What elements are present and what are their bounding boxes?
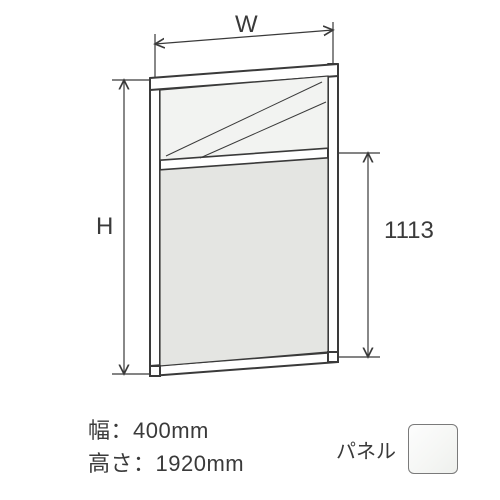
spec-width-row: 幅：400mm: [88, 414, 244, 447]
spec-height-row: 高さ：1920mm: [88, 447, 244, 480]
panel-label: パネル: [336, 435, 396, 464]
spec-height-label: 高さ：: [88, 451, 156, 476]
panel-color-swatch: [408, 424, 458, 474]
dim-label-W: W: [235, 11, 258, 38]
panel-swatch-block: パネル: [336, 424, 458, 474]
spec-height-value: 1920mm: [156, 451, 245, 476]
dim-label-1113: 1113: [384, 217, 434, 244]
diagram-stage: W H 1113 幅：400mm 高さ：1920mm パネル: [0, 0, 500, 500]
dim-label-H: H: [96, 213, 113, 240]
dimension-specs: 幅：400mm 高さ：1920mm: [88, 414, 244, 480]
spec-width-value: 400mm: [133, 418, 209, 443]
spec-width-label: 幅：: [88, 418, 133, 443]
lower-panel-section: [160, 158, 328, 366]
panel-technical-drawing: W H 1113: [0, 0, 500, 410]
